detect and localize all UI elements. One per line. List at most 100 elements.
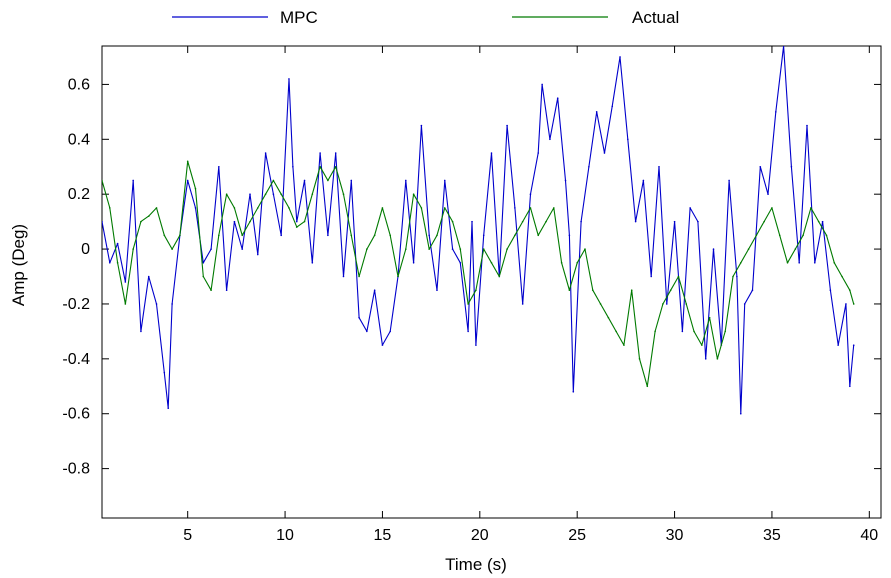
data-point-actual bbox=[311, 193, 314, 195]
data-point-actual bbox=[303, 220, 306, 223]
data-point-actual bbox=[553, 207, 555, 209]
data-point-actual bbox=[701, 344, 703, 346]
data-point-actual bbox=[451, 220, 454, 223]
data-point-mpc bbox=[572, 390, 575, 393]
data-point-mpc bbox=[218, 165, 220, 168]
data-point-actual bbox=[560, 261, 563, 264]
data-point-actual bbox=[825, 234, 828, 237]
data-point-mpc bbox=[549, 138, 551, 141]
data-point-mpc bbox=[451, 248, 454, 250]
data-point-mpc bbox=[665, 303, 668, 305]
data-point-mpc bbox=[564, 179, 567, 182]
data-point-actual bbox=[669, 289, 672, 292]
x-tick-label: 10 bbox=[276, 527, 294, 544]
data-point-mpc bbox=[806, 124, 808, 127]
data-point-actual bbox=[833, 261, 836, 264]
y-tick-label: -0.2 bbox=[62, 296, 90, 313]
data-point-mpc bbox=[171, 303, 173, 305]
data-point-actual bbox=[140, 220, 142, 223]
data-point-mpc bbox=[366, 330, 368, 333]
data-point-mpc bbox=[580, 220, 582, 223]
data-point-actual bbox=[257, 207, 259, 209]
data-point-actual bbox=[778, 234, 781, 237]
x-tick-label: 40 bbox=[860, 527, 878, 544]
data-point-mpc bbox=[288, 78, 290, 80]
data-point-mpc bbox=[568, 234, 571, 237]
data-point-mpc bbox=[358, 316, 360, 319]
data-point-mpc bbox=[595, 111, 598, 113]
data-point-mpc bbox=[140, 330, 142, 333]
data-point-mpc bbox=[829, 289, 832, 292]
data-point-mpc bbox=[436, 289, 438, 292]
data-point-mpc bbox=[280, 234, 282, 237]
data-point-actual bbox=[763, 220, 765, 223]
data-point-mpc bbox=[467, 330, 469, 333]
legend-label-actual: Actual bbox=[632, 8, 679, 27]
data-point-mpc bbox=[658, 165, 660, 168]
plot-area bbox=[101, 45, 882, 519]
series-mpc bbox=[102, 46, 855, 415]
data-point-actual bbox=[646, 385, 649, 388]
data-point-mpc bbox=[506, 124, 508, 127]
legend-label-mpc: MPC bbox=[280, 8, 318, 27]
series-layer bbox=[102, 46, 855, 415]
data-point-mpc bbox=[759, 165, 762, 168]
data-point-actual bbox=[576, 261, 578, 264]
data-point-mpc bbox=[350, 179, 353, 182]
data-point-mpc bbox=[743, 303, 746, 305]
series-line-mpc bbox=[102, 46, 855, 415]
data-point-actual bbox=[545, 220, 547, 223]
data-point-mpc bbox=[249, 193, 251, 195]
data-point-mpc bbox=[389, 330, 392, 333]
data-point-actual bbox=[241, 234, 244, 237]
data-point-actual bbox=[506, 248, 508, 250]
x-tick-label: 5 bbox=[183, 527, 192, 544]
data-point-actual bbox=[732, 275, 734, 278]
data-point-mpc bbox=[813, 261, 816, 264]
series-line-actual bbox=[102, 160, 855, 387]
data-point-mpc bbox=[420, 124, 423, 127]
data-point-actual bbox=[852, 303, 855, 305]
data-point-mpc bbox=[225, 289, 228, 292]
data-point-mpc bbox=[837, 344, 839, 346]
data-point-actual bbox=[272, 179, 275, 182]
data-point-actual bbox=[373, 234, 376, 237]
data-point-mpc bbox=[798, 261, 801, 264]
data-point-actual bbox=[288, 207, 290, 209]
data-point-actual bbox=[405, 248, 407, 250]
data-point-mpc bbox=[428, 234, 430, 237]
data-point-actual bbox=[514, 234, 516, 237]
data-point-mpc bbox=[412, 261, 415, 264]
data-point-actual bbox=[724, 330, 726, 333]
data-point-actual bbox=[475, 289, 477, 292]
data-point-mpc bbox=[852, 344, 855, 346]
data-point-mpc bbox=[775, 111, 777, 113]
data-point-mpc bbox=[116, 242, 119, 245]
data-point-actual bbox=[459, 248, 462, 250]
data-point-actual bbox=[638, 358, 641, 360]
data-point-mpc bbox=[650, 275, 652, 278]
data-point-mpc bbox=[264, 152, 267, 154]
x-tick-label: 25 bbox=[568, 527, 586, 544]
data-point-actual bbox=[412, 193, 415, 195]
data-point-mpc bbox=[736, 275, 738, 278]
data-point-mpc bbox=[689, 207, 691, 209]
data-point-actual bbox=[498, 275, 501, 278]
data-point-actual bbox=[171, 248, 173, 250]
x-tick-label: 15 bbox=[374, 527, 392, 544]
data-point-mpc bbox=[311, 261, 314, 264]
data-point-mpc bbox=[102, 220, 103, 223]
data-point-actual bbox=[662, 303, 664, 305]
data-point-actual bbox=[327, 179, 329, 182]
data-point-actual bbox=[521, 220, 524, 223]
data-point-actual bbox=[794, 248, 797, 250]
data-point-actual bbox=[155, 207, 158, 209]
data-point-mpc bbox=[471, 220, 473, 223]
data-point-actual bbox=[685, 303, 688, 305]
x-tick-label: 20 bbox=[471, 527, 489, 544]
data-point-actual bbox=[693, 330, 695, 333]
data-point-mpc bbox=[155, 303, 158, 305]
data-point-mpc bbox=[849, 385, 851, 388]
data-point-mpc bbox=[272, 193, 275, 195]
